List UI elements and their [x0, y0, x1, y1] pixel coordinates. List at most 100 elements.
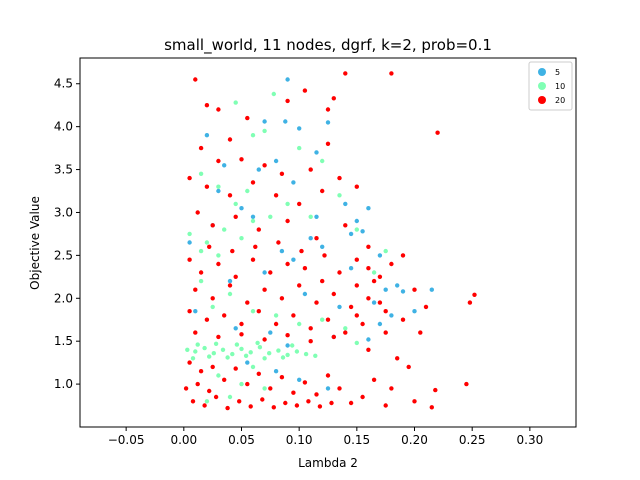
data-point [245, 381, 250, 387]
data-point [317, 404, 323, 409]
data-point [262, 386, 267, 391]
x-axis-label: Lambda 2 [298, 456, 358, 470]
y-tick-label: 2.0 [54, 291, 73, 305]
data-point [302, 88, 308, 93]
data-point [256, 371, 261, 376]
data-point [337, 386, 342, 391]
data-point [273, 193, 279, 198]
data-point [250, 257, 256, 262]
data-point [348, 231, 354, 237]
legend-label-20: 20 [555, 96, 565, 105]
x-tick-label: −0.05 [108, 433, 145, 447]
data-point [389, 261, 394, 267]
data-point [343, 71, 348, 76]
data-point [222, 377, 227, 382]
data-point [245, 115, 250, 121]
data-point [283, 119, 288, 124]
data-point [325, 386, 331, 391]
data-point [433, 387, 438, 393]
data-point [297, 321, 302, 327]
data-point [220, 347, 226, 352]
data-point [207, 244, 212, 249]
legend-marker-20 [538, 96, 546, 104]
data-point [198, 270, 204, 275]
x-tick-label: 0.25 [459, 433, 486, 447]
x-tick-label: 0.15 [343, 433, 370, 447]
data-point [320, 317, 325, 322]
data-point [337, 175, 342, 181]
data-point [187, 231, 192, 237]
data-point [377, 274, 383, 279]
data-point [183, 386, 189, 391]
x-tick-label: 0.00 [170, 433, 197, 447]
data-point [285, 77, 290, 82]
data-point [185, 347, 190, 352]
data-point [389, 313, 394, 318]
data-point [285, 261, 290, 267]
data-point [257, 345, 263, 350]
data-point [193, 349, 198, 354]
x-tick-label: 0.05 [228, 433, 255, 447]
data-point [314, 236, 319, 241]
legend-label-5: 5 [555, 68, 560, 77]
data-point [377, 300, 383, 305]
data-point [256, 227, 261, 232]
data-point [193, 287, 198, 292]
data-point [255, 340, 260, 346]
data-point [190, 399, 196, 404]
data-point [204, 184, 210, 189]
data-point [325, 373, 331, 378]
data-point [248, 404, 253, 409]
data-point [262, 356, 267, 361]
data-point [227, 291, 233, 297]
data-point [395, 283, 400, 288]
data-point [187, 257, 192, 262]
data-point [360, 229, 365, 234]
data-point [204, 103, 210, 108]
data-point [230, 351, 235, 357]
data-point [233, 366, 238, 371]
data-point [320, 244, 325, 249]
data-point [239, 236, 244, 241]
data-point [195, 381, 200, 387]
data-point [225, 405, 230, 411]
data-point [216, 261, 221, 267]
data-point [268, 214, 273, 219]
data-point [222, 227, 227, 232]
data-point [202, 345, 207, 351]
data-point [366, 266, 371, 271]
data-point [435, 130, 440, 135]
legend-marker-10 [538, 82, 546, 90]
data-point [262, 119, 267, 124]
data-point [256, 309, 261, 314]
data-point [297, 201, 302, 207]
data-point [383, 287, 388, 292]
data-point [360, 321, 365, 327]
data-point [354, 257, 359, 262]
data-point [210, 296, 215, 301]
data-point [383, 248, 388, 254]
plot-frame [79, 57, 577, 428]
data-point [348, 266, 354, 271]
data-point [354, 184, 359, 189]
data-point [210, 364, 215, 370]
data-point [343, 201, 348, 207]
data-point [306, 399, 311, 404]
data-point [320, 278, 325, 284]
data-point [412, 287, 417, 292]
data-point [371, 377, 377, 382]
data-point [198, 278, 204, 284]
data-point [285, 218, 290, 224]
x-tick-label: 0.20 [401, 433, 428, 447]
data-point [285, 333, 290, 338]
data-point [250, 364, 256, 370]
data-point [210, 304, 215, 310]
data-point [216, 158, 221, 164]
data-point [267, 351, 272, 356]
data-point [348, 400, 354, 406]
data-point [271, 91, 276, 97]
data-point [198, 369, 204, 374]
data-point [198, 145, 204, 151]
series-20 [183, 71, 477, 411]
series-5 [187, 77, 434, 391]
